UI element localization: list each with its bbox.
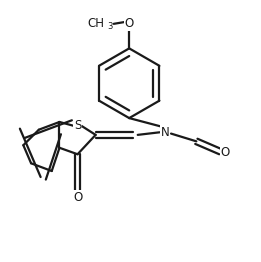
Text: N: N [161, 126, 170, 139]
Text: O: O [220, 146, 230, 159]
Text: CH: CH [87, 17, 104, 30]
Text: O: O [73, 191, 82, 204]
Text: 3: 3 [107, 23, 112, 31]
Text: S: S [74, 119, 81, 132]
Text: O: O [124, 17, 134, 30]
